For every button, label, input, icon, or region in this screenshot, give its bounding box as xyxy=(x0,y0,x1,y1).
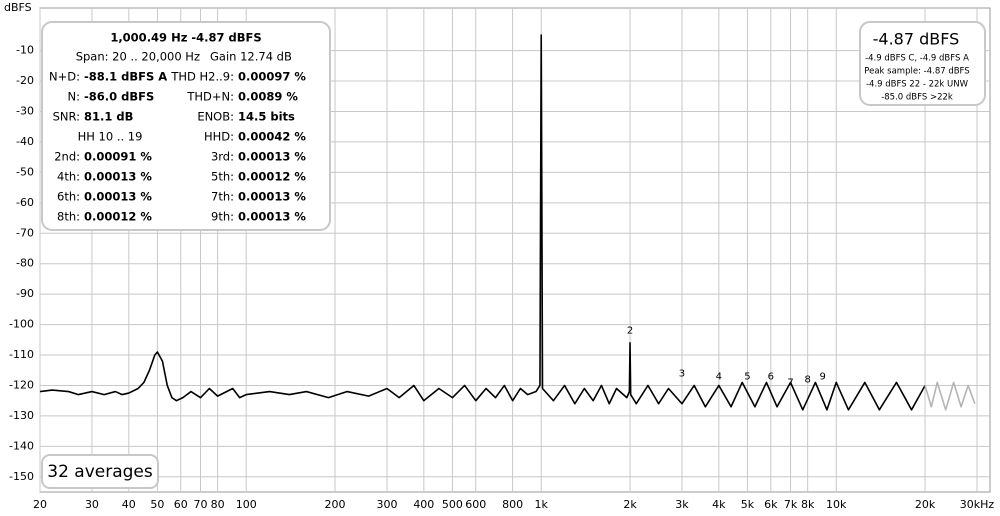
harmonic-label: 7 xyxy=(787,377,793,388)
spectrum-line xyxy=(924,381,976,411)
info-label: N: xyxy=(68,90,80,104)
y-tick-label: -150 xyxy=(9,470,34,483)
info-value: 0.00042 % xyxy=(238,130,306,144)
y-tick-label: -70 xyxy=(16,226,34,239)
y-axis-label: dBFS xyxy=(4,1,32,14)
x-tick-label: 5k xyxy=(741,498,755,511)
info-value: 0.00012 % xyxy=(238,170,306,184)
x-tick-label: 600 xyxy=(465,498,486,511)
x-tick-label: 40 xyxy=(122,498,136,511)
spectrum-line xyxy=(39,34,926,411)
info-label: ENOB: xyxy=(197,110,234,124)
harmonic-label: 4 xyxy=(716,371,722,382)
x-tick-label: 500 xyxy=(442,498,463,511)
x-tick-label: 70 xyxy=(194,498,208,511)
level-detail: -4.9 dBFS C, -4.9 dBFS A xyxy=(865,54,969,64)
info-value: 0.00012 % xyxy=(84,210,152,224)
x-tick-label: 10k xyxy=(826,498,847,511)
x-tick-label: 1k xyxy=(535,498,549,511)
level-detail: -4.9 dBFS 22 - 22k UNW xyxy=(866,80,969,90)
x-tick-label: 50 xyxy=(150,498,164,511)
info-value: 14.5 bits xyxy=(238,110,295,124)
level-box xyxy=(859,21,986,106)
info-label: 5th: xyxy=(211,170,234,184)
info-gain: Gain 12.74 dB xyxy=(210,50,292,64)
x-tick-label: 400 xyxy=(413,498,434,511)
y-tick-label: -10 xyxy=(16,44,34,57)
y-tick-label: -130 xyxy=(9,409,34,422)
info-value: 81.1 dB xyxy=(84,110,133,124)
info-value: 0.00013 % xyxy=(238,210,306,224)
x-tick-label: 100 xyxy=(236,498,257,511)
y-tick-label: -80 xyxy=(16,257,34,270)
x-tick-label: 7k xyxy=(784,498,798,511)
info-label: 3rd: xyxy=(211,150,234,164)
harmonic-label: 6 xyxy=(768,371,774,382)
info-label: N+D: xyxy=(49,70,80,84)
x-tick-label: 200 xyxy=(325,498,346,511)
y-tick-label: -30 xyxy=(16,104,34,117)
x-tick-label: 30 xyxy=(85,498,99,511)
info-label: 8th: xyxy=(57,210,80,224)
info-label: 9th: xyxy=(211,210,234,224)
info-label: 2nd: xyxy=(54,150,80,164)
info-value: 0.00013 % xyxy=(84,190,152,204)
info-value: 0.00013 % xyxy=(238,190,306,204)
x-tick-label: 4k xyxy=(712,498,726,511)
info-value: 0.00091 % xyxy=(84,150,152,164)
info-span: Span: 20 .. 20,000 Hz xyxy=(76,50,200,64)
y-tick-label: -50 xyxy=(16,165,34,178)
info-value: 0.00097 % xyxy=(238,70,306,84)
info-box xyxy=(41,21,331,231)
x-tick-label: 30kHz xyxy=(960,498,995,511)
x-tick-label: 2k xyxy=(623,498,637,511)
averages-box xyxy=(41,454,159,489)
x-tick-label: 800 xyxy=(502,498,523,511)
y-tick-label: -110 xyxy=(9,348,34,361)
y-tick-label: -100 xyxy=(9,318,34,331)
level-detail: Peak sample: -4.87 dBFS xyxy=(864,67,969,77)
y-tick-label: -140 xyxy=(9,439,34,452)
info-label: 6th: xyxy=(57,190,80,204)
y-tick-label: -120 xyxy=(9,378,34,391)
x-tick-label: 8k xyxy=(801,498,815,511)
info-label: THD H2..9: xyxy=(170,70,234,84)
x-tick-label: 6k xyxy=(764,498,778,511)
x-tick-label: 20 xyxy=(33,498,47,511)
info-label: 7th: xyxy=(211,190,234,204)
averages: 32 averages xyxy=(47,462,153,482)
y-tick-label: -90 xyxy=(16,287,34,300)
info-value: -88.1 dBFS A xyxy=(84,70,167,84)
y-tick-label: -40 xyxy=(16,135,34,148)
info-value: -86.0 dBFS xyxy=(84,90,154,104)
x-tick-label: 20k xyxy=(915,498,936,511)
x-tick-label: 60 xyxy=(174,498,188,511)
harmonic-label: 8 xyxy=(804,374,810,385)
info-value: 0.0089 % xyxy=(238,90,298,104)
y-tick-label: -20 xyxy=(16,74,34,87)
info-label: HH 10 .. 19 xyxy=(78,130,143,144)
info-value: 0.00013 % xyxy=(238,150,306,164)
level-main: -4.87 dBFS xyxy=(873,30,960,49)
info-label: 4th: xyxy=(57,170,80,184)
harmonic-label: 5 xyxy=(744,371,750,382)
info-value: 0.00013 % xyxy=(84,170,152,184)
harmonic-label: 9 xyxy=(820,371,826,382)
x-tick-label: 80 xyxy=(211,498,225,511)
info-label: THD+N: xyxy=(186,90,234,104)
level-detail: -85.0 dBFS >22k xyxy=(881,93,953,103)
harmonic-label: 2 xyxy=(627,326,633,337)
y-tick-label: -60 xyxy=(16,196,34,209)
info-header: 1,000.49 Hz -4.87 dBFS xyxy=(110,31,261,45)
x-tick-label: 300 xyxy=(376,498,397,511)
info-label: HHD: xyxy=(204,130,234,144)
x-tick-label: 3k xyxy=(675,498,689,511)
info-label: SNR: xyxy=(53,110,80,124)
harmonic-label: 3 xyxy=(679,368,685,379)
